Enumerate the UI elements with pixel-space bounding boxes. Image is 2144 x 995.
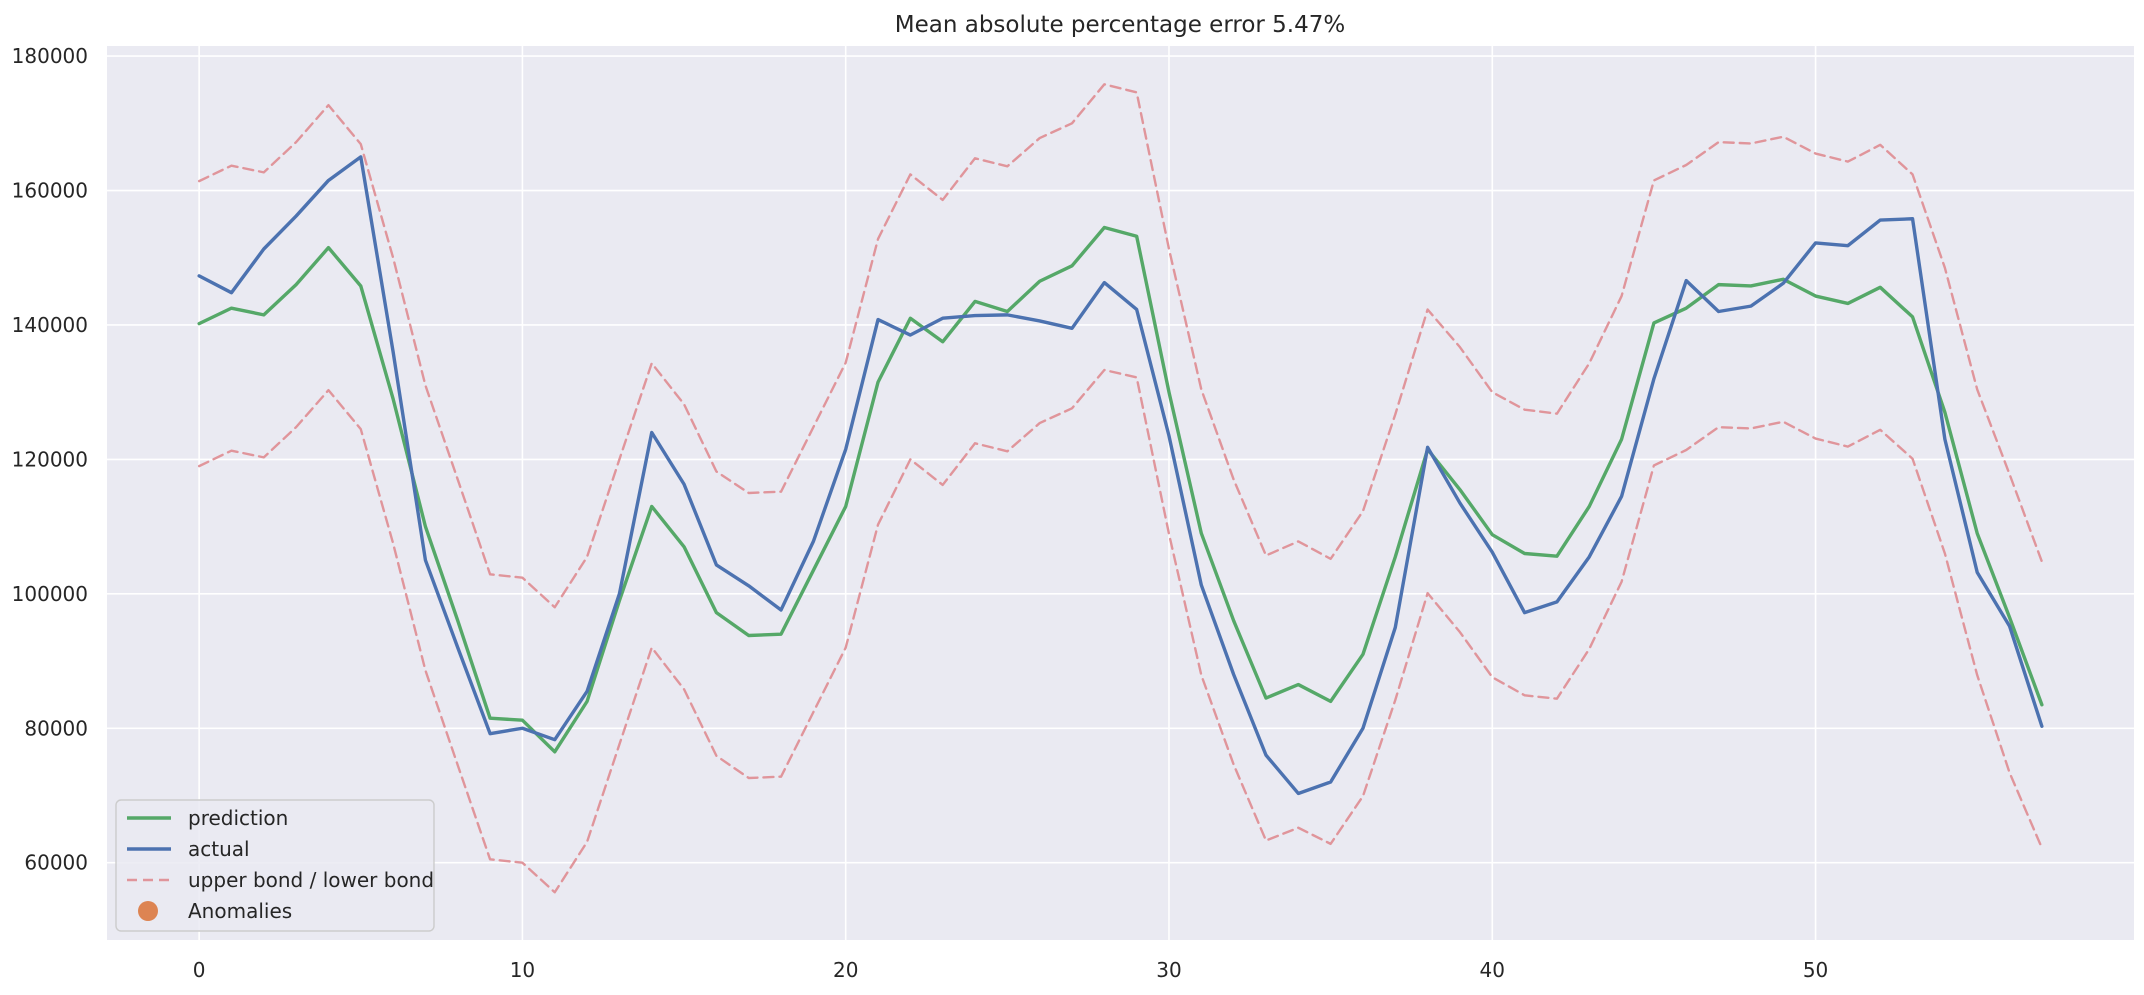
x-tick-label: 20	[833, 958, 858, 982]
legend-box	[115, 799, 435, 932]
legend-bounds-label: upper bond / lower bond	[188, 868, 434, 892]
y-tick-label: 80000	[24, 716, 88, 740]
x-tick-label: 30	[1156, 958, 1181, 982]
legend-prediction-label: prediction	[188, 806, 288, 830]
series-layer	[197, 83, 2044, 894]
upper-bond-line	[197, 83, 2044, 609]
legend-anomalies-label: Anomalies	[188, 899, 292, 923]
y-tick-label: 120000	[12, 447, 88, 471]
legend-actual-label: actual	[188, 837, 250, 861]
chart-title: Mean absolute percentage error 5.47%	[895, 12, 1345, 38]
x-tick-label: 50	[1803, 958, 1828, 982]
y-tick-label: 60000	[24, 851, 88, 875]
x-tick-label: 10	[510, 958, 535, 982]
lower-bond-line	[197, 368, 2044, 894]
legend: prediction actual upper bond / lower bond A…	[115, 799, 435, 932]
legend-anomalies-marker	[138, 901, 158, 921]
grid	[107, 46, 2134, 940]
actual-line	[197, 155, 2044, 796]
y-tick-label: 180000	[12, 44, 88, 68]
y-tick-label: 140000	[12, 313, 88, 337]
x-tick-label: 40	[1480, 958, 1505, 982]
y-tick-label: 100000	[12, 582, 88, 606]
prediction-line	[197, 225, 2044, 754]
x-tick-label: 0	[193, 958, 206, 982]
x-axis: 0 10 20 30 40 50	[193, 958, 1829, 982]
y-tick-label: 160000	[12, 179, 88, 203]
y-axis: 60000 80000 100000 120000 140000 160000 180000	[12, 44, 88, 875]
plot-background	[107, 46, 2134, 940]
